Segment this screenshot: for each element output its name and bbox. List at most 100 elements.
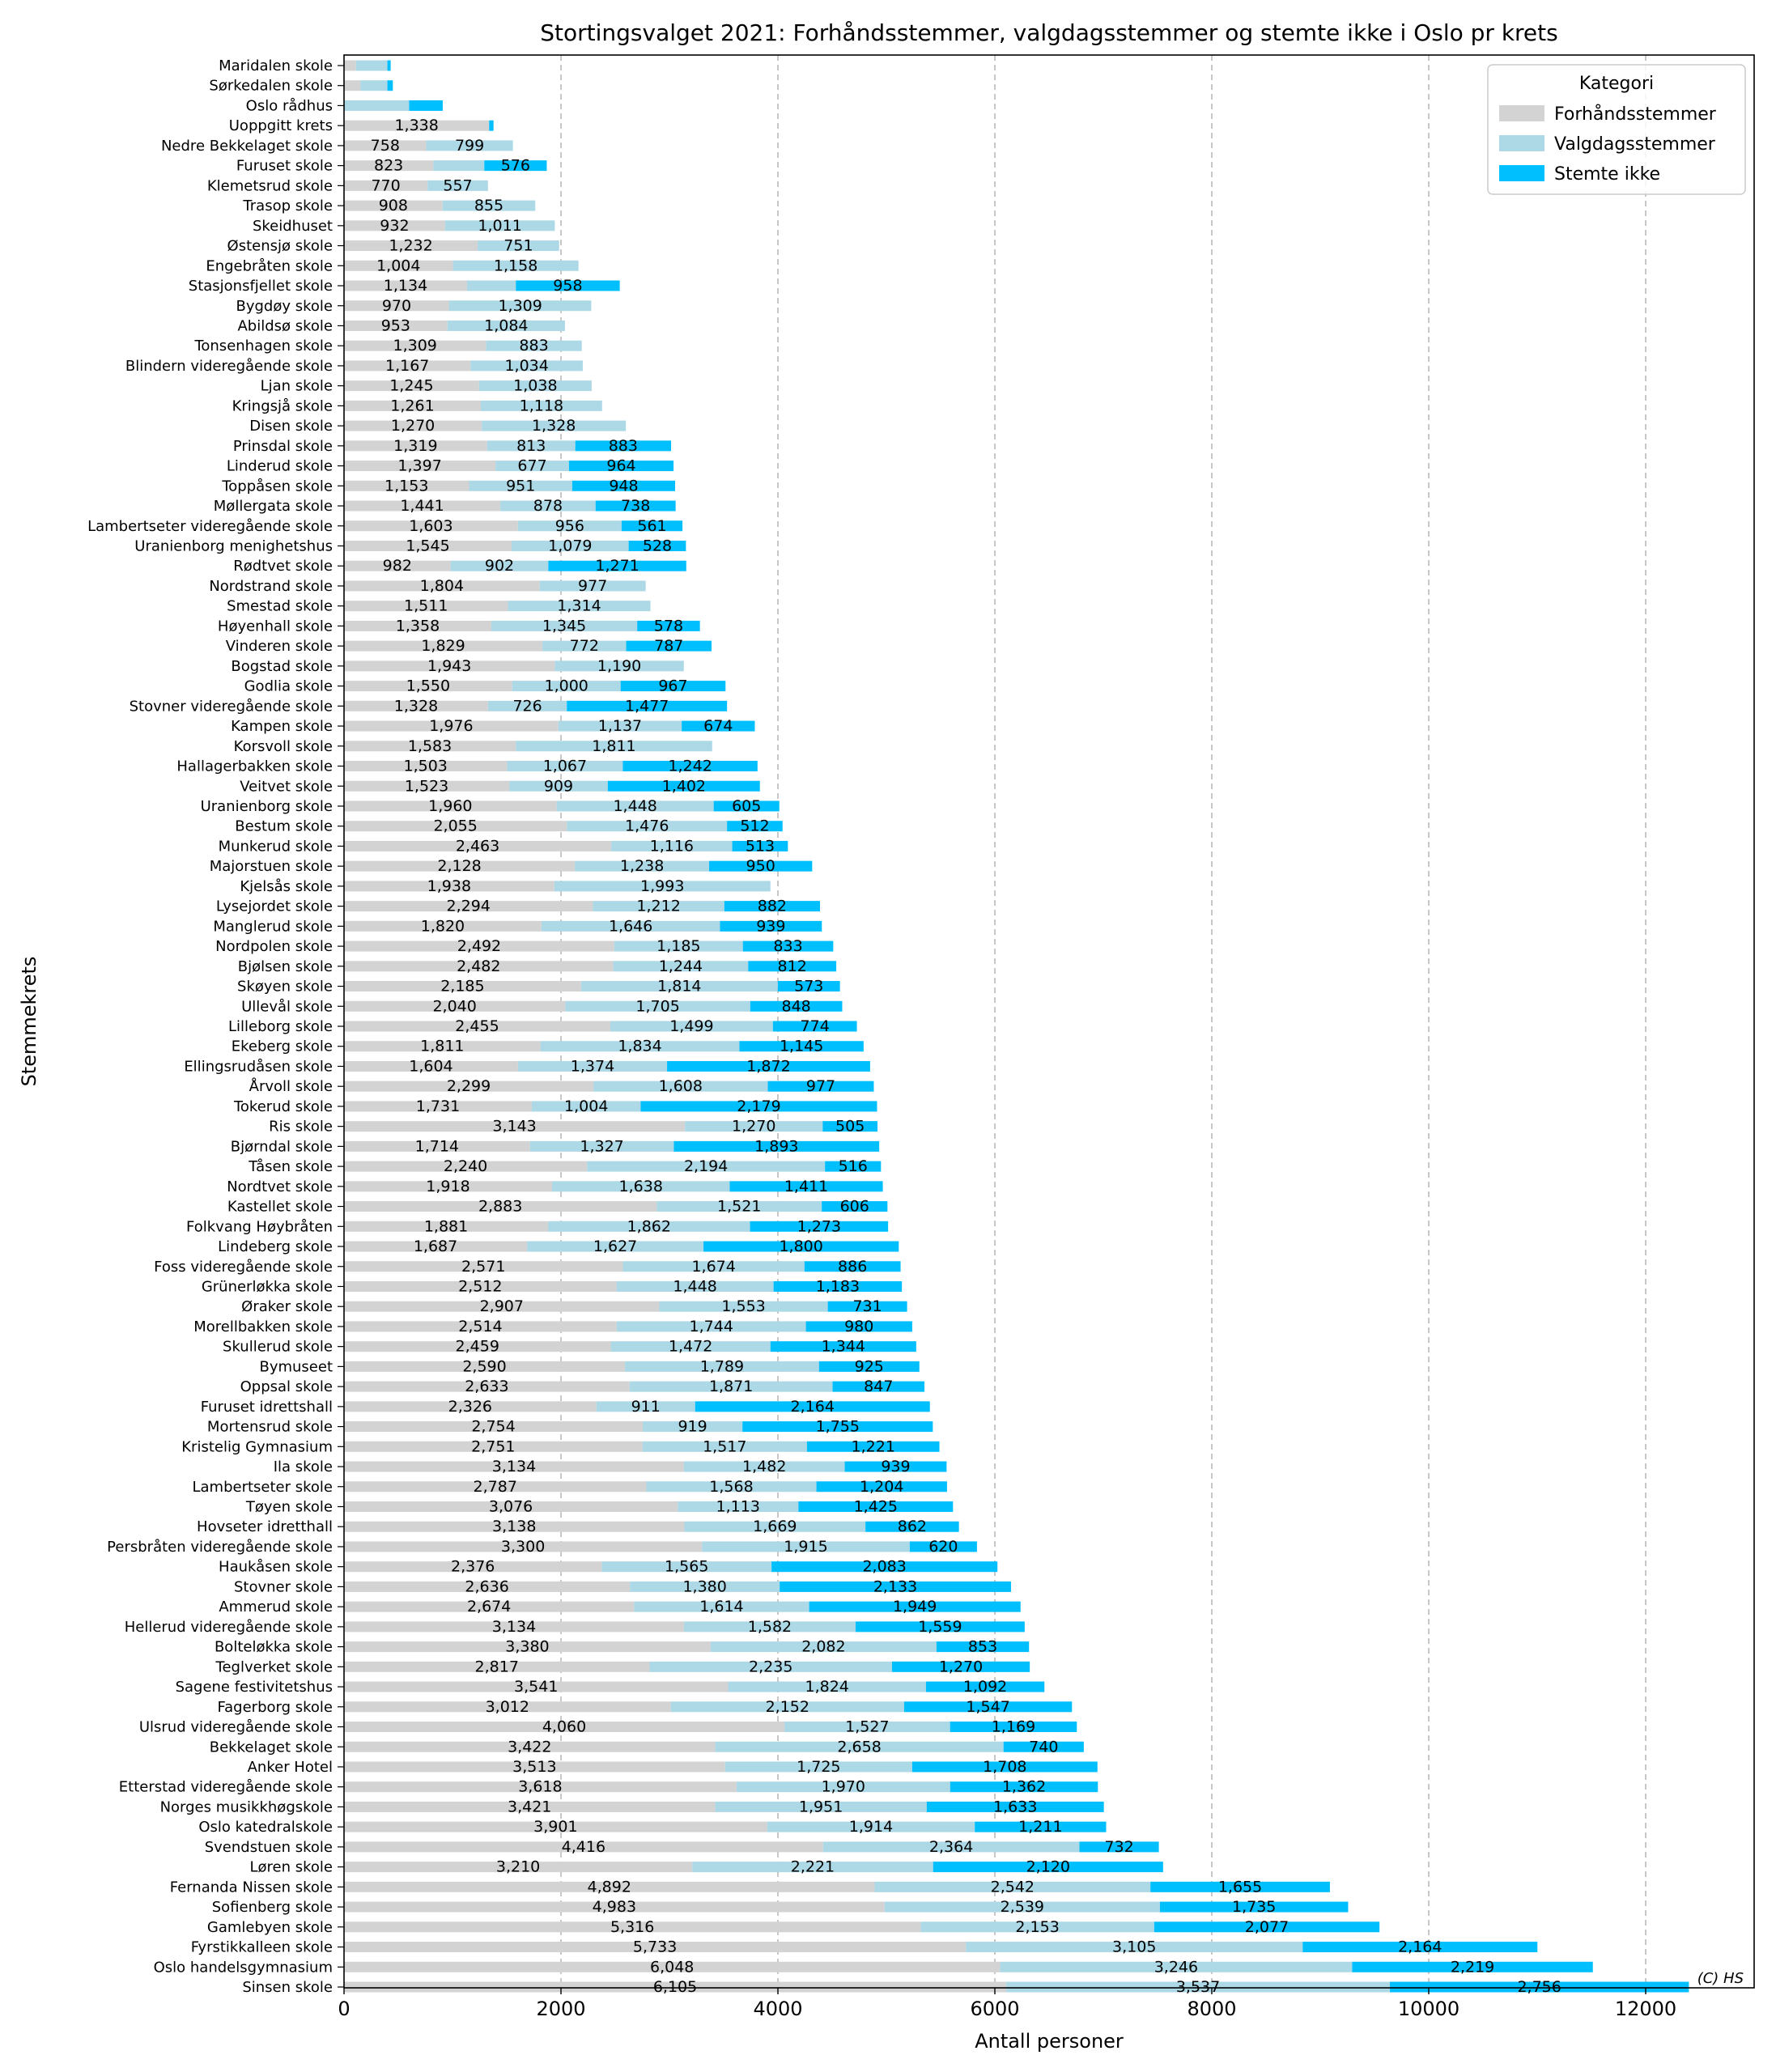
bar-segment-forhand	[344, 1801, 716, 1812]
y-tick-label: Oslo handelsgymnasium	[154, 1959, 333, 1976]
data-label: 3,380	[505, 1638, 549, 1656]
y-tick-label: Kristelig Gymnasium	[181, 1438, 333, 1455]
data-label: 1,477	[625, 697, 669, 715]
y-tick-label: Morellbakken skole	[193, 1318, 333, 1335]
data-label: 953	[381, 316, 410, 334]
data-label: 1,669	[753, 1518, 797, 1535]
bar-segment-stemte-ikke	[622, 761, 758, 772]
data-label: 3,012	[486, 1698, 529, 1716]
data-label: 677	[517, 457, 546, 475]
bar-segment-valgdag	[469, 480, 572, 491]
bars	[344, 60, 1689, 1993]
y-tick-label: Furuset idrettshall	[201, 1399, 333, 1416]
y-tick-label: Tåsen skole	[248, 1158, 333, 1175]
y-tick-label: Rødtvet skole	[233, 558, 333, 575]
data-label: 1,183	[816, 1277, 860, 1295]
bar-segment-valgdag	[678, 1501, 799, 1512]
bar-segment-valgdag	[642, 1441, 807, 1452]
y-tick-label: Munkerud skole	[219, 838, 333, 855]
data-label: 911	[631, 1398, 661, 1416]
bar-segment-valgdag	[442, 200, 536, 211]
y-tick-label: Oslo katedralskole	[198, 1819, 333, 1836]
y-tick-label: Ila skole	[274, 1458, 333, 1475]
bar-segment-forhand	[344, 520, 518, 532]
data-label: 1,084	[484, 316, 528, 334]
bar-segment-forhand	[344, 1081, 594, 1092]
data-label: 2,077	[1245, 1918, 1289, 1936]
data-label: 1,915	[784, 1538, 827, 1556]
data-label: 2,133	[873, 1577, 917, 1595]
y-tick-label: Blindern videregående skole	[125, 358, 333, 375]
data-label: 512	[740, 817, 769, 835]
bar-segment-valgdag	[486, 440, 576, 452]
bar-segment-valgdag	[552, 1181, 730, 1192]
data-label: 3,422	[508, 1738, 551, 1756]
data-label: 1,744	[690, 1318, 733, 1335]
bar-segment-valgdag	[643, 1421, 743, 1433]
data-label: 5,316	[610, 1918, 654, 1936]
bar-segment-stemte-ikke	[926, 1801, 1104, 1812]
y-tick-label: Norges musikkhøgskole	[160, 1798, 333, 1815]
data-label: 774	[801, 1017, 830, 1035]
y-tick-label: Skullerud skole	[223, 1339, 333, 1356]
data-label: 1,338	[394, 117, 438, 134]
data-label: 2,164	[1398, 1938, 1442, 1956]
y-tick-label: Manglerud skole	[213, 918, 333, 935]
data-label: 2,194	[684, 1157, 728, 1175]
y-tick-label: Stasjonsfjellet skole	[189, 278, 333, 295]
bar-segment-forhand	[344, 1781, 737, 1793]
y-tick-label: Mortensrud skole	[207, 1419, 333, 1436]
bar-segment-forhand	[344, 901, 593, 912]
bar-segment-stemte-ikke	[780, 1581, 1011, 1592]
data-label: 605	[732, 797, 761, 815]
data-label: 1,755	[816, 1418, 860, 1436]
bar-segment-stemte-ikke	[673, 1140, 880, 1152]
y-tick-label: Korsvoll skole	[234, 738, 333, 755]
bar-segment-stemte-ikke	[567, 700, 728, 711]
data-label: 3,143	[492, 1118, 536, 1136]
bar-segment-forhand	[344, 800, 557, 812]
bar-segment-valgdag	[541, 920, 720, 932]
bar-segment-valgdag	[646, 1481, 817, 1492]
data-label: 561	[637, 517, 666, 535]
bar-segment-forhand	[344, 720, 559, 732]
y-tick-label: Engebråten skole	[206, 257, 333, 274]
data-label: 1,960	[428, 797, 472, 815]
bar-segment-forhand	[344, 1301, 660, 1312]
bar-segment-forhand	[344, 1501, 678, 1512]
data-label: 6,048	[650, 1958, 694, 1976]
bar-segment-valgdag	[516, 741, 712, 752]
bar-segment-valgdag	[784, 1722, 950, 1733]
bar-segment-stemte-ikke	[806, 1441, 940, 1452]
bar-segment-stemte-ikke	[667, 1060, 870, 1072]
bar-segment-stemte-ikke	[771, 1561, 998, 1573]
bar-segment-stemte-ikke	[1159, 1901, 1349, 1913]
data-label: 6,105	[653, 1978, 697, 1996]
data-label: 799	[455, 137, 484, 155]
bar-segment-forhand	[344, 1381, 630, 1392]
bar-segment-stemte-ikke	[750, 1000, 843, 1012]
bar-segment-stemte-ikke	[387, 60, 391, 71]
data-label: 770	[371, 176, 400, 194]
y-tick-label: Stovner skole	[234, 1578, 333, 1595]
data-label: 2,636	[465, 1577, 508, 1595]
bar-segment-valgdag	[659, 1301, 828, 1312]
bar-segment-forhand	[344, 200, 443, 211]
y-tick-label: Smestad skole	[227, 598, 333, 615]
data-label: 5,733	[633, 1938, 677, 1956]
bar-segment-valgdag	[495, 461, 569, 472]
data-label: 1,583	[408, 737, 452, 755]
y-tick-label: Hallagerbakken skole	[176, 758, 333, 775]
y-tick-label: Høyenhall skole	[218, 618, 333, 635]
bar-segment-stemte-ikke	[822, 1121, 878, 1132]
data-label: 1,811	[592, 737, 635, 755]
y-tick-label: Fyrstikkalleen skole	[191, 1939, 333, 1956]
bar-segment-valgdag	[710, 1641, 937, 1653]
bar-segment-stemte-ikke	[720, 920, 822, 932]
data-label: 1,034	[504, 357, 548, 375]
bar-segment-valgdag	[630, 1581, 780, 1592]
data-label: 2,907	[480, 1297, 524, 1315]
bar-segment-stemte-ikke	[748, 961, 837, 972]
data-label: 3,105	[1112, 1938, 1156, 1956]
data-label: 513	[746, 837, 775, 855]
